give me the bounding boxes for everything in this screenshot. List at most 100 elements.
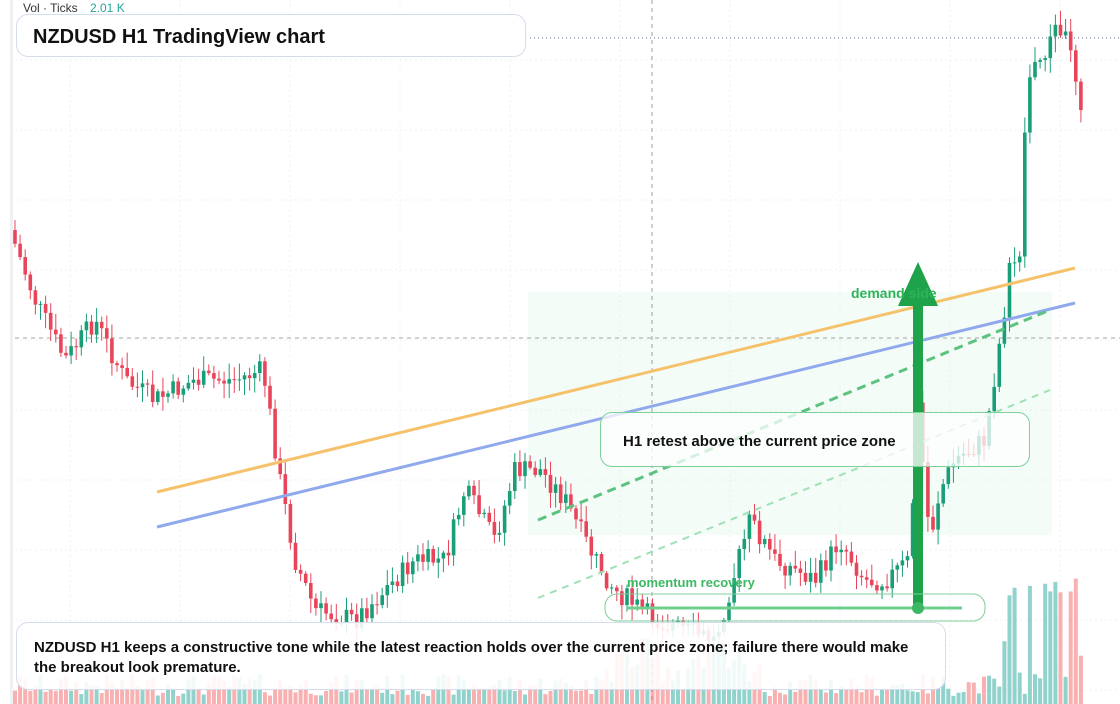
candle-body — [176, 381, 180, 395]
volume-label: Vol · Ticks — [23, 1, 78, 15]
volume-bar — [512, 691, 517, 704]
candle-body — [992, 386, 996, 412]
candle-body — [579, 519, 583, 522]
candle-body — [926, 461, 930, 517]
candle-body — [156, 391, 160, 402]
volume-bar — [354, 680, 359, 704]
volume-bar — [298, 684, 303, 704]
volume-bar — [839, 686, 844, 704]
volume-bar — [925, 693, 930, 704]
volume-bar — [268, 695, 272, 704]
volume-bar — [140, 690, 145, 704]
volume-bar — [854, 686, 859, 704]
volume-bar — [1058, 592, 1063, 704]
volume-bar — [1022, 693, 1027, 704]
candle-body — [456, 514, 461, 520]
title-box: NZDUSD H1 TradingView chart — [16, 14, 526, 57]
volume-bar — [477, 688, 482, 704]
grid — [15, 0, 1120, 704]
volume-bar — [931, 676, 935, 704]
volume-bar — [915, 692, 920, 704]
volume-bar — [375, 684, 380, 704]
volume-bar — [313, 695, 318, 704]
volume-bar — [956, 692, 961, 704]
candle-body — [278, 458, 282, 475]
volume-bar — [33, 685, 38, 704]
candle-body — [553, 484, 558, 493]
candle-body — [798, 568, 803, 573]
candle-body — [28, 274, 33, 291]
candle-body — [747, 514, 752, 539]
candle-body — [492, 521, 497, 535]
volume-bar — [222, 681, 227, 704]
volume-bar — [227, 686, 232, 704]
volume-bar — [206, 682, 211, 704]
candle-body — [829, 546, 833, 571]
volume-bar — [798, 679, 803, 704]
volume-bar — [171, 689, 176, 704]
candle-body — [1038, 60, 1042, 62]
candle-body — [375, 604, 379, 606]
volume-bar — [951, 695, 956, 704]
volume-bar — [324, 690, 329, 704]
candle-body — [69, 346, 73, 356]
volume-bar — [987, 675, 992, 704]
volume-bar — [181, 693, 186, 704]
candle-body — [467, 485, 471, 497]
volume-bar — [874, 695, 879, 704]
volume-bar — [69, 690, 74, 704]
candle-body — [1079, 81, 1083, 111]
summary-box: NZDUSD H1 keeps a constructive tone whil… — [16, 622, 946, 690]
candle-body — [252, 373, 257, 379]
candle-body — [23, 257, 27, 275]
volume-bar — [405, 694, 410, 704]
momentum-label: momentum recovery — [627, 575, 756, 590]
candle-body — [273, 408, 277, 459]
candle-body — [150, 384, 155, 402]
candle-body — [33, 290, 38, 305]
retest-callout: H1 retest above the current price zone — [600, 412, 1030, 467]
volume-bar — [497, 679, 502, 704]
volume-bar — [242, 683, 247, 704]
candle-body — [813, 572, 818, 583]
volume-bar — [885, 689, 890, 704]
volume-bar — [818, 688, 823, 704]
candle-body — [196, 379, 201, 385]
candle-body — [191, 379, 196, 383]
candle-body — [161, 391, 165, 397]
candle-body — [589, 536, 594, 556]
volume-bar — [971, 682, 976, 704]
volume-bar — [783, 694, 788, 704]
volume-bar — [28, 690, 33, 704]
title: NZDUSD H1 TradingView chart — [33, 26, 325, 48]
candle-body — [620, 591, 624, 606]
candle-body — [319, 603, 323, 609]
volume-bar — [125, 688, 130, 704]
candle-body — [528, 461, 532, 468]
candle-body — [824, 560, 828, 571]
volume-bar — [278, 679, 283, 704]
candle-body — [385, 585, 390, 596]
candle-body — [768, 538, 772, 550]
candle-body — [615, 587, 619, 592]
candle-body — [548, 474, 553, 493]
volume-bar — [466, 688, 471, 704]
candle-body — [232, 379, 237, 381]
volume-bar — [115, 688, 119, 704]
candle-body — [946, 467, 951, 485]
volume-bar — [772, 687, 777, 704]
candle-body — [186, 382, 191, 389]
candle-body — [54, 329, 58, 335]
volume-bar — [1073, 578, 1078, 704]
candle-body — [936, 503, 940, 530]
volume-bar — [211, 676, 216, 704]
candle-body — [727, 602, 731, 621]
candle-body — [803, 572, 808, 582]
candle-body — [793, 565, 798, 569]
volume-bar — [681, 689, 686, 704]
candle-body — [558, 484, 563, 503]
volume-bar — [905, 690, 910, 704]
volume-bar — [1068, 591, 1073, 704]
candle-body — [145, 383, 150, 385]
candle-body — [140, 383, 145, 388]
